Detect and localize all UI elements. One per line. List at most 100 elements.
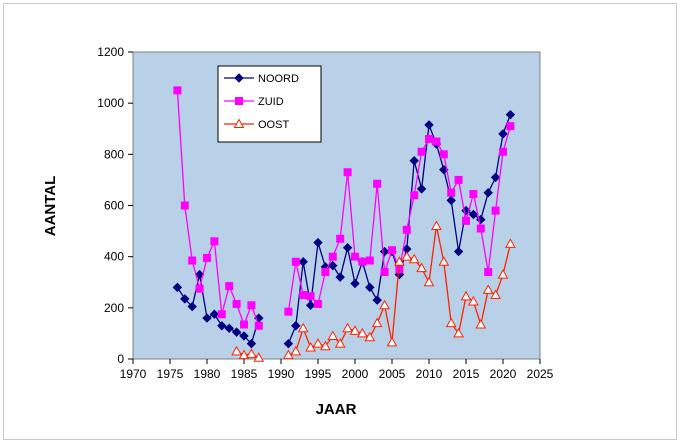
x-tick-label-10: 2020 (490, 367, 517, 381)
point-noord-1992 (291, 321, 301, 331)
point-noord-2019 (490, 172, 501, 183)
point-noord-1993 (298, 257, 308, 267)
point-noord-1979 (194, 269, 205, 280)
series-oost (231, 220, 516, 362)
point-zuid-1976 (173, 86, 182, 95)
point-oost-1992 (290, 345, 302, 356)
y-tick-label-0: 0 (117, 352, 124, 366)
point-oost-2020 (497, 269, 509, 279)
point-zuid-2021 (506, 122, 515, 131)
point-zuid-1977 (180, 201, 189, 210)
y-axis-title: AANTAL (42, 176, 59, 237)
x-tick-label-8: 2010 (416, 367, 443, 381)
point-zuid-2014 (454, 175, 463, 184)
point-oost-2018 (482, 284, 494, 294)
point-zuid-2007 (402, 225, 411, 234)
point-oost-1993 (297, 322, 309, 333)
point-oost-2002 (364, 331, 376, 342)
x-tick-label-1: 1975 (157, 367, 184, 381)
point-oost-2008 (408, 253, 420, 264)
point-noord-1985 (239, 331, 249, 341)
legend-marker-zuid (235, 97, 243, 105)
point-oost-2010 (423, 276, 435, 287)
point-oost-1995 (312, 338, 324, 348)
point-oost-1986 (246, 348, 257, 358)
x-tick-label-3: 1985 (231, 367, 258, 381)
point-noord-1984 (231, 327, 242, 337)
x-tick-label-6: 2000 (342, 367, 369, 381)
point-noord-2010 (424, 120, 434, 130)
point-zuid-2003 (373, 179, 382, 188)
point-oost-2000 (349, 325, 361, 335)
point-zuid-1983 (225, 282, 234, 291)
y-tick-label-2: 400 (104, 250, 124, 264)
point-oost-2019 (490, 289, 501, 300)
point-zuid-1978 (188, 256, 197, 265)
point-oost-2013 (445, 317, 457, 328)
point-zuid-2019 (491, 206, 500, 215)
point-oost-2005 (386, 336, 398, 347)
point-oost-1985 (238, 349, 250, 360)
point-noord-2018 (483, 188, 493, 198)
point-zuid-1996 (321, 268, 330, 277)
x-tick-label-2: 1980 (194, 367, 221, 381)
point-zuid-1993 (299, 291, 308, 300)
point-zuid-2009 (417, 147, 426, 156)
point-noord-2013 (446, 195, 456, 206)
point-zuid-1995 (314, 299, 322, 308)
legend-label-noord: NOORD (258, 73, 299, 85)
point-noord-1997 (328, 260, 338, 271)
point-zuid-1980 (203, 253, 211, 262)
point-oost-2004 (379, 299, 390, 310)
x-tick-label-5: 1995 (305, 367, 332, 381)
y-tick-label-1: 200 (104, 301, 124, 315)
point-zuid-2000 (351, 252, 359, 261)
x-tick-label-9: 2015 (453, 367, 480, 381)
point-oost-1999 (342, 322, 353, 333)
point-zuid-2010 (425, 134, 433, 143)
point-zuid-2001 (358, 257, 367, 266)
point-oost-1991 (283, 349, 294, 360)
point-zuid-1987 (254, 321, 263, 330)
point-zuid-1986 (247, 301, 256, 310)
point-zuid-1997 (328, 252, 337, 261)
legend-marker-oost (233, 118, 245, 128)
point-oost-1997 (327, 330, 339, 340)
point-oost-2015 (460, 290, 472, 301)
legend-marker-noord (234, 73, 244, 83)
point-zuid-2015 (462, 216, 470, 225)
point-zuid-2013 (447, 188, 456, 197)
x-tick-label-7: 2005 (379, 367, 406, 381)
point-noord-1998 (335, 272, 345, 282)
point-zuid-1982 (217, 310, 226, 319)
plot-area (132, 51, 541, 360)
point-noord-2008 (409, 156, 419, 166)
point-oost-2012 (438, 256, 450, 266)
y-tick-label-3: 600 (104, 199, 124, 213)
point-noord-1982 (217, 321, 227, 331)
legend-label-zuid: ZUID (258, 96, 284, 108)
point-noord-2000 (350, 278, 360, 289)
point-noord-1976 (172, 282, 183, 293)
point-zuid-1979 (195, 284, 204, 293)
point-zuid-2004 (380, 268, 389, 277)
point-oost-2016 (468, 295, 479, 306)
point-noord-1977 (180, 294, 190, 304)
point-oost-1998 (334, 338, 346, 348)
point-oost-2009 (416, 262, 427, 273)
series-noord (172, 109, 516, 349)
point-oost-2001 (357, 327, 368, 338)
point-noord-1978 (187, 301, 197, 312)
y-tick-label-5: 1000 (97, 96, 124, 110)
point-noord-2020 (498, 129, 508, 139)
point-noord-1991 (283, 338, 294, 349)
point-zuid-1984 (232, 299, 241, 308)
point-zuid-2011 (432, 137, 441, 146)
point-zuid-2020 (499, 147, 507, 156)
point-oost-1994 (305, 341, 316, 352)
point-zuid-1994 (306, 292, 315, 301)
point-noord-1995 (313, 237, 323, 248)
point-zuid-2016 (469, 189, 478, 198)
point-noord-1981 (209, 309, 220, 319)
